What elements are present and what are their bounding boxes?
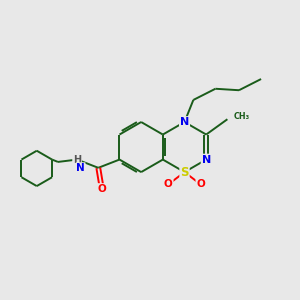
Text: O: O: [196, 179, 205, 190]
Text: CH₃: CH₃: [234, 112, 250, 122]
Text: N: N: [180, 117, 189, 127]
Text: N: N: [76, 163, 85, 173]
Text: S: S: [180, 166, 189, 178]
Text: N: N: [202, 154, 211, 165]
Text: O: O: [164, 179, 173, 190]
Text: H: H: [73, 154, 81, 165]
Text: O: O: [98, 184, 106, 194]
